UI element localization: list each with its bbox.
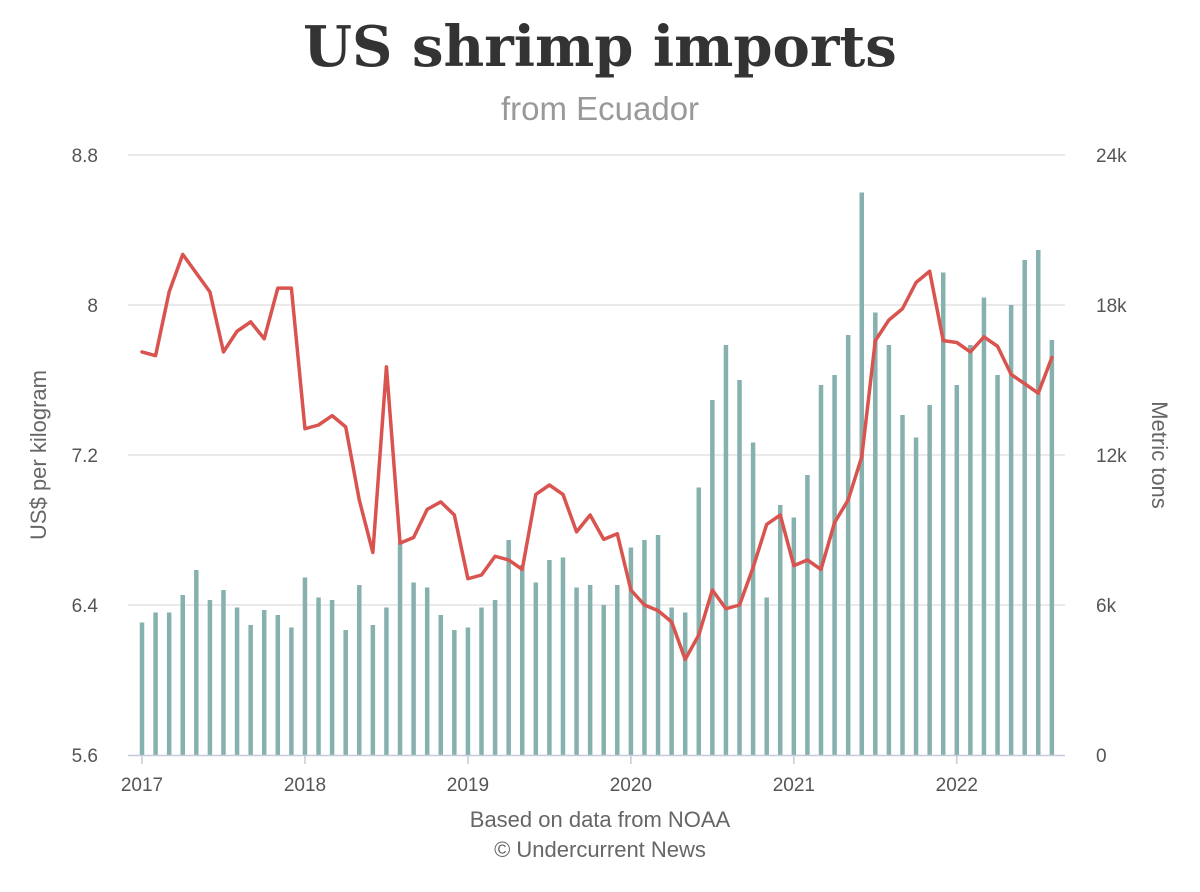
bar bbox=[615, 585, 620, 755]
credit-source: Based on data from NOAA bbox=[469, 807, 731, 832]
bar bbox=[384, 607, 389, 755]
bar bbox=[560, 557, 566, 755]
bar bbox=[194, 570, 199, 755]
right-tick-label: 18k bbox=[1096, 296, 1127, 317]
bar bbox=[519, 565, 525, 755]
bar bbox=[533, 582, 539, 755]
left-tick-label: 8 bbox=[87, 296, 98, 317]
grid-lines bbox=[128, 154, 1065, 606]
right-tick-label: 24k bbox=[1096, 146, 1127, 167]
bar bbox=[166, 612, 172, 755]
bar bbox=[1036, 250, 1041, 755]
bar bbox=[465, 627, 471, 755]
left-tick-label: 5.6 bbox=[72, 746, 98, 767]
bar bbox=[180, 595, 185, 755]
bar bbox=[479, 607, 484, 755]
bar bbox=[737, 380, 742, 755]
bar bbox=[1022, 260, 1027, 755]
x-tick-label: 2021 bbox=[773, 775, 815, 796]
right-axis-title: Metric tons bbox=[1147, 401, 1172, 509]
bar bbox=[452, 630, 457, 755]
bar bbox=[886, 345, 892, 755]
bar bbox=[750, 442, 756, 755]
bar bbox=[995, 375, 1000, 755]
axes: 5.6 6.4 7.2 8 8.8 0 6k 12k 18k 24k 2017 2018 2019 202… bbox=[72, 146, 1128, 796]
bar bbox=[207, 600, 213, 755]
bar bbox=[655, 535, 661, 755]
bar bbox=[845, 335, 851, 755]
bar bbox=[954, 385, 960, 755]
bar bbox=[723, 345, 729, 755]
bar bbox=[316, 597, 321, 755]
left-axis-title: US$ per kilogram bbox=[26, 370, 51, 540]
bar bbox=[234, 607, 240, 755]
bar bbox=[329, 600, 335, 755]
bar bbox=[669, 607, 674, 755]
bar bbox=[696, 487, 702, 755]
bar bbox=[968, 345, 973, 755]
chart-title: US shrimp imports bbox=[303, 14, 897, 80]
bar bbox=[343, 630, 348, 755]
bar bbox=[805, 475, 810, 755]
bar bbox=[832, 375, 837, 755]
bar bbox=[710, 400, 715, 755]
x-tick-label: 2018 bbox=[284, 775, 326, 796]
bar bbox=[587, 585, 593, 755]
bar bbox=[927, 405, 932, 755]
bar bbox=[628, 547, 634, 755]
left-tick-label: 7.2 bbox=[72, 446, 98, 467]
bar bbox=[900, 415, 905, 755]
bar bbox=[397, 542, 403, 755]
x-tick-label: 2020 bbox=[610, 775, 652, 796]
right-tick-label: 6k bbox=[1096, 596, 1117, 617]
bar-series bbox=[139, 192, 1055, 755]
credit-copyright: © Undercurrent News bbox=[494, 837, 706, 862]
bar bbox=[547, 560, 552, 755]
left-tick-label: 8.8 bbox=[72, 146, 98, 167]
bar bbox=[424, 587, 430, 755]
bar bbox=[411, 582, 416, 755]
x-tick-label: 2019 bbox=[447, 775, 489, 796]
bar bbox=[153, 612, 158, 755]
bar bbox=[275, 615, 281, 755]
bar bbox=[682, 612, 688, 755]
bar bbox=[764, 597, 769, 755]
bar bbox=[438, 615, 444, 755]
x-tick-label: 2017 bbox=[121, 775, 163, 796]
bar bbox=[289, 627, 294, 755]
bar bbox=[940, 272, 946, 755]
bar bbox=[221, 590, 226, 755]
bar bbox=[302, 577, 308, 755]
bar bbox=[1049, 340, 1055, 755]
bar bbox=[370, 625, 376, 755]
x-tick-label: 2022 bbox=[936, 775, 978, 796]
bar bbox=[506, 540, 511, 755]
bar bbox=[601, 605, 606, 755]
right-tick-label: 0 bbox=[1096, 746, 1107, 767]
bar bbox=[492, 600, 498, 755]
price-line bbox=[140, 252, 1054, 662]
bar bbox=[791, 517, 797, 755]
bar bbox=[913, 437, 919, 755]
bar bbox=[859, 192, 864, 755]
line-series bbox=[140, 252, 1054, 662]
bar bbox=[139, 622, 145, 755]
chart-subtitle: from Ecuador bbox=[500, 90, 700, 127]
bar bbox=[261, 610, 267, 755]
bar bbox=[1008, 305, 1014, 755]
left-tick-label: 6.4 bbox=[72, 596, 99, 617]
bar bbox=[873, 312, 878, 755]
bar bbox=[357, 585, 362, 755]
bar bbox=[981, 297, 987, 755]
bar bbox=[574, 587, 579, 755]
bar bbox=[778, 505, 783, 755]
right-tick-label: 12k bbox=[1096, 446, 1127, 467]
bar bbox=[248, 625, 253, 755]
bar bbox=[642, 540, 647, 755]
